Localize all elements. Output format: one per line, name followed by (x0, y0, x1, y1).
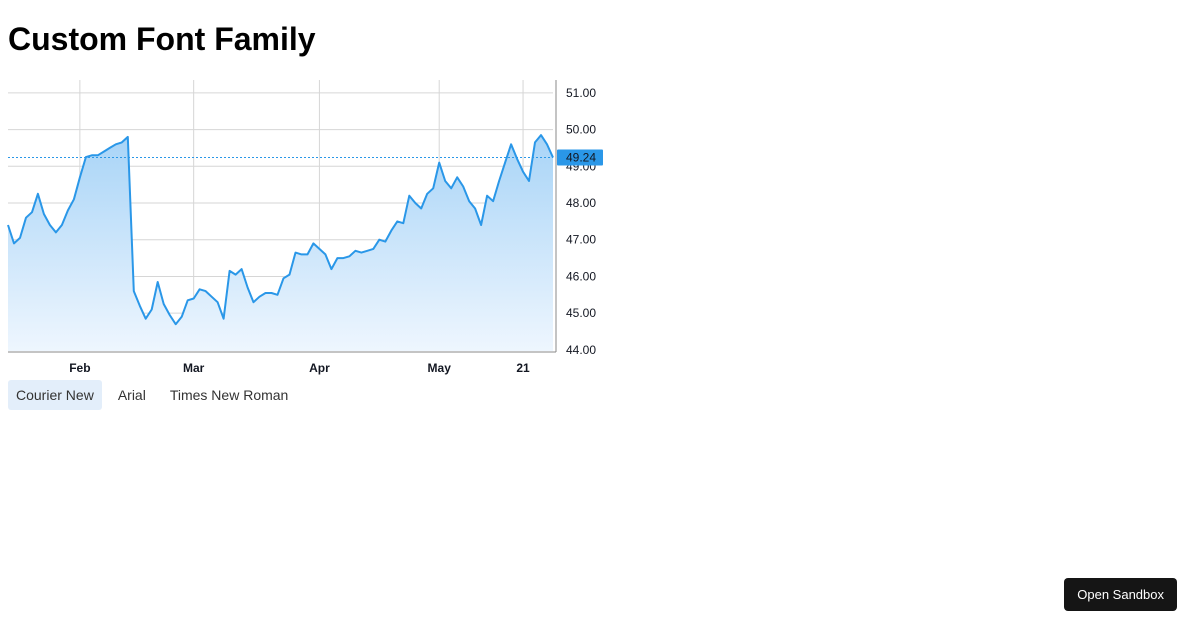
x-tick-label: Mar (183, 361, 205, 375)
font-option-times-new-roman[interactable]: Times New Roman (162, 380, 297, 410)
y-tick-label: 48.00 (566, 196, 596, 210)
page-title: Custom Font Family (8, 21, 316, 57)
font-family-selector: Courier New Arial Times New Roman (8, 380, 296, 410)
x-tick-label: 21 (516, 361, 530, 375)
font-option-courier-new[interactable]: Courier New (8, 380, 102, 410)
y-tick-label: 44.00 (566, 343, 596, 357)
y-tick-label: 47.00 (566, 233, 596, 247)
y-tick-label: 51.00 (566, 86, 596, 100)
open-sandbox-button[interactable]: Open Sandbox (1064, 578, 1177, 611)
y-tick-label: 45.00 (566, 306, 596, 320)
series-line (7, 134, 554, 326)
font-option-arial[interactable]: Arial (110, 380, 154, 410)
series-area (8, 135, 553, 351)
last-value-text: 49.24 (566, 150, 596, 164)
y-tick-label: 46.00 (566, 269, 596, 283)
price-chart[interactable]: 51.0050.0049.0048.0047.0046.0045.0044.00… (0, 76, 610, 376)
last-value-label: 49.24 (557, 149, 603, 166)
x-tick-label: Apr (309, 361, 330, 375)
y-tick-label: 50.00 (566, 123, 596, 137)
x-axis[interactable]: Feb Mar Apr May 21 (8, 351, 556, 375)
x-tick-label: Feb (69, 361, 90, 375)
x-tick-label: May (428, 361, 452, 375)
